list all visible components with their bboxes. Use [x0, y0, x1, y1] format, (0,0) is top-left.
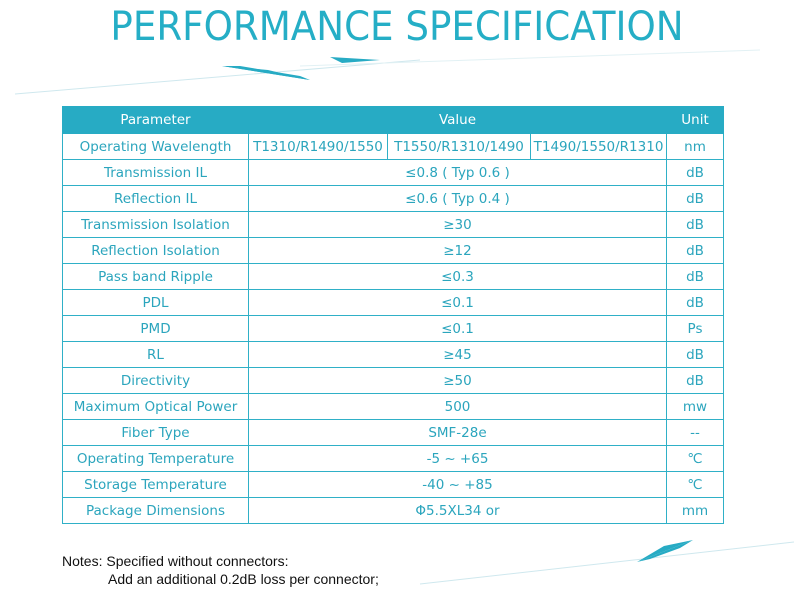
decorative-swoosh-bottom	[419, 540, 794, 585]
row-parameter: PMD	[62, 315, 249, 342]
row-value: SMF-28e	[247, 419, 668, 446]
table-row: Storage Temperature -40 ~ +85 ℃	[62, 471, 725, 498]
table-row: Operating Temperature -5 ~ +65 ℃	[62, 445, 725, 472]
row-unit: Ps	[666, 315, 725, 342]
row-unit: nm	[666, 133, 725, 160]
row-value: ≤0.3	[247, 263, 668, 290]
row-value: T1310/R1490/1550	[248, 133, 388, 160]
decorative-swoosh-top	[14, 49, 761, 95]
row-unit: dB	[666, 263, 725, 290]
table-row: RL ≥45 dB	[62, 341, 725, 368]
table-row: Operating Wavelength T1310/R1490/1550 T1…	[62, 133, 725, 160]
notes-line-2: Add an additional 0.2dB loss per connect…	[108, 571, 379, 587]
table-row: PDL ≤0.1 dB	[62, 289, 725, 316]
row-parameter: Reflection IL	[62, 185, 249, 212]
row-unit: dB	[666, 159, 725, 186]
notes-line-1: Notes: Specified without connectors:	[62, 553, 289, 569]
row-value: ≥45	[247, 341, 668, 368]
row-parameter: Transmission Isolation	[62, 211, 249, 238]
row-unit: ℃	[666, 471, 725, 498]
row-unit: dB	[666, 289, 725, 316]
row-parameter: Operating Wavelength	[62, 133, 249, 160]
row-parameter: Pass band Ripple	[62, 263, 249, 290]
row-value: T1550/R1310/1490	[387, 133, 531, 160]
row-value: ≥12	[247, 237, 668, 264]
row-parameter: Transmission IL	[62, 159, 249, 186]
row-value: -5 ~ +65	[247, 445, 668, 472]
row-parameter: Directivity	[62, 367, 249, 394]
table-row: Package Dimensions Φ5.5XL34 or mm	[62, 497, 725, 524]
table-header-row: Parameter Value Unit	[62, 106, 725, 134]
table-row: Pass band Ripple ≤0.3 dB	[62, 263, 725, 290]
table-row: PMD ≤0.1 Ps	[62, 315, 725, 342]
spec-table: Parameter Value Unit Operating Wavelengt…	[62, 106, 725, 524]
row-unit: dB	[666, 237, 725, 264]
row-unit: ℃	[666, 445, 725, 472]
table-row: Directivity ≥50 dB	[62, 367, 725, 394]
row-value: ≤0.8 ( Typ 0.6 )	[247, 159, 668, 186]
row-value: -40 ~ +85	[247, 471, 668, 498]
row-parameter: Maximum Optical Power	[62, 393, 249, 420]
row-value: 500	[247, 393, 668, 420]
notes: Notes: Specified without connectors: Add…	[62, 552, 379, 588]
row-parameter: Fiber Type	[62, 419, 249, 446]
row-value: ≤0.6 ( Typ 0.4 )	[247, 185, 668, 212]
table-row: Maximum Optical Power 500 mw	[62, 393, 725, 420]
row-unit: dB	[666, 341, 725, 368]
page-title: PERFORMANCE SPECIFICATION	[110, 4, 684, 50]
row-parameter: Package Dimensions	[62, 497, 249, 524]
header-parameter: Parameter	[62, 106, 249, 134]
row-value: Φ5.5XL34 or	[247, 497, 668, 524]
row-unit: mw	[666, 393, 725, 420]
row-parameter: Reflection Isolation	[62, 237, 249, 264]
row-value: ≥50	[247, 367, 668, 394]
table-row: Fiber Type SMF-28e --	[62, 419, 725, 446]
row-unit: dB	[666, 211, 725, 238]
row-value: ≥30	[247, 211, 668, 238]
row-unit: mm	[666, 497, 725, 524]
row-value: ≤0.1	[247, 289, 668, 316]
row-unit: dB	[666, 367, 725, 394]
table-row: Transmission Isolation ≥30 dB	[62, 211, 725, 238]
header-unit: Unit	[666, 106, 725, 134]
row-parameter: RL	[62, 341, 249, 368]
row-value: T1490/1550/R1310	[529, 133, 668, 160]
table-row: Reflection IL ≤0.6 ( Typ 0.4 ) dB	[62, 185, 725, 212]
table-row: Reflection Isolation ≥12 dB	[62, 237, 725, 264]
row-parameter: Storage Temperature	[62, 471, 249, 498]
header-value: Value	[247, 106, 668, 134]
table-row: Transmission IL ≤0.8 ( Typ 0.6 ) dB	[62, 159, 725, 186]
row-value: ≤0.1	[247, 315, 668, 342]
row-parameter: PDL	[62, 289, 249, 316]
row-parameter: Operating Temperature	[62, 445, 249, 472]
row-unit: dB	[666, 185, 725, 212]
row-unit: --	[666, 419, 725, 446]
